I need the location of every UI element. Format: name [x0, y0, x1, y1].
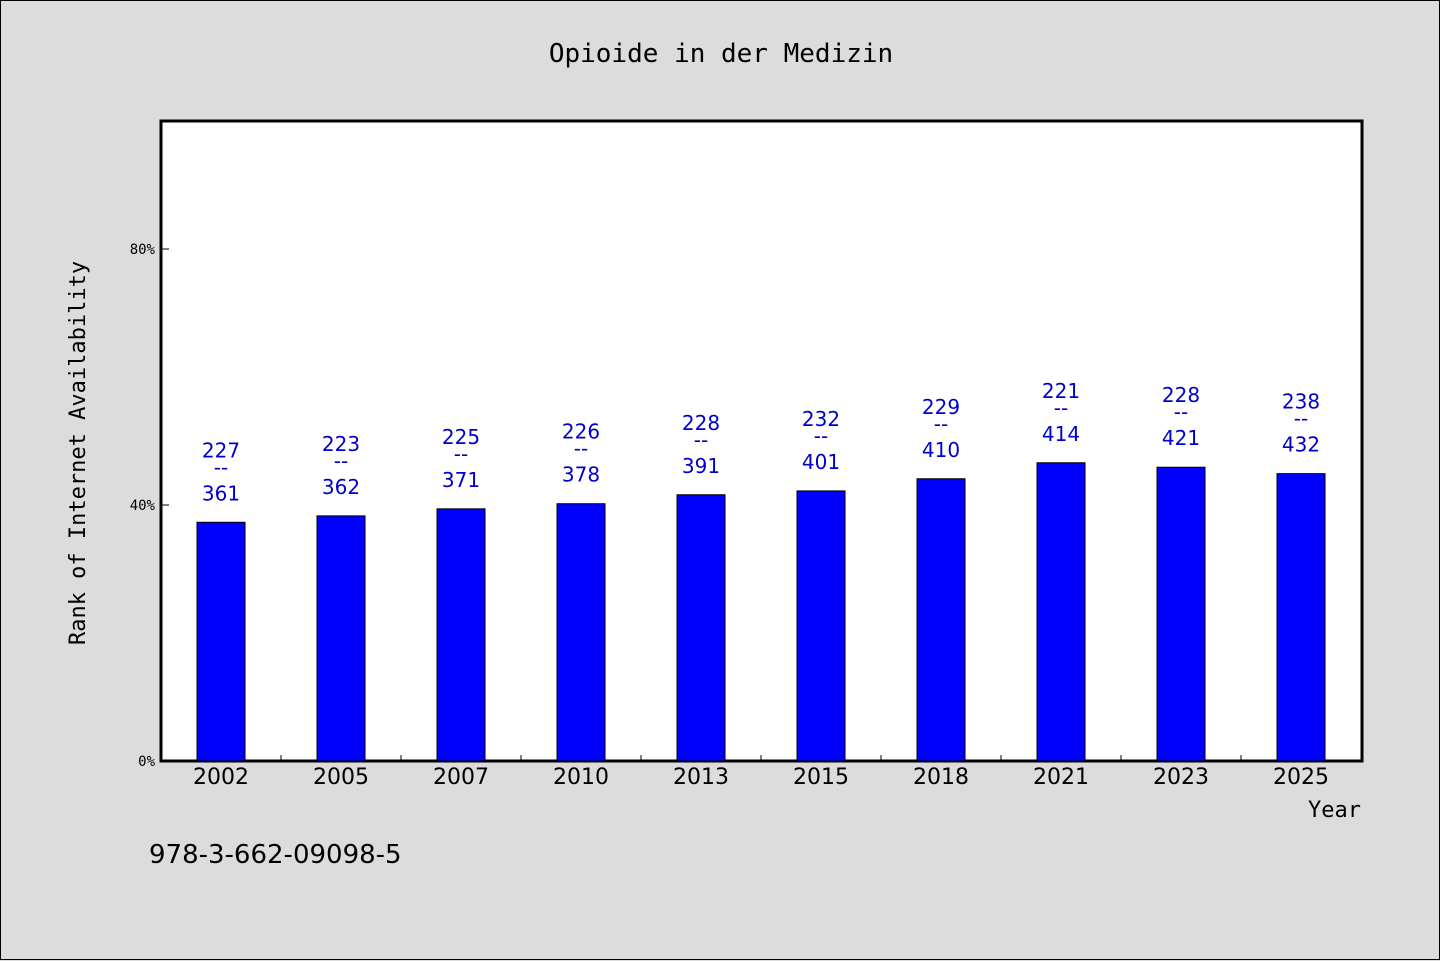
bar-label-separator-2018: -- [934, 412, 948, 436]
bar-label-separator-2005: -- [334, 449, 348, 473]
y-tick-label: 0% [138, 754, 155, 770]
x-axis-label: Year [1308, 798, 1361, 823]
bar-label-separator-2023: -- [1174, 400, 1188, 424]
bar-label-bottom-2025: 432 [1282, 433, 1320, 457]
x-tick-label-2015: 2015 [793, 765, 849, 790]
bar-2007 [436, 508, 486, 762]
bar-label-separator-2002: -- [214, 455, 228, 479]
x-tick-label-2021: 2021 [1033, 765, 1089, 790]
y-axis-label: Rank of Internet Availability [66, 261, 91, 645]
bar-label-bottom-2002: 361 [202, 481, 240, 505]
x-tick-label-2013: 2013 [673, 765, 729, 790]
bar-label-separator-2010: -- [574, 437, 588, 461]
y-tick-label: 40% [130, 498, 156, 514]
bar-2018 [916, 478, 966, 762]
bar-label-top-2002: 227 [202, 438, 240, 462]
bar-2025 [1276, 473, 1326, 762]
bar-label-top-2007: 225 [442, 425, 480, 449]
bar-label-bottom-2015: 401 [802, 450, 840, 474]
bar-label-bottom-2018: 410 [922, 438, 960, 462]
bar-2021 [1036, 462, 1086, 762]
bar-label-separator-2025: -- [1294, 407, 1308, 431]
bar-label-separator-2007: -- [454, 442, 468, 466]
bar-2010 [556, 503, 606, 762]
x-tick-label-2010: 2010 [553, 765, 609, 790]
x-tick-label-2025: 2025 [1273, 765, 1329, 790]
x-tick-label-2007: 2007 [433, 765, 489, 790]
bar-label-top-2021: 221 [1042, 379, 1080, 403]
bar-label-bottom-2007: 371 [442, 468, 480, 492]
bar-label-separator-2013: -- [694, 428, 708, 452]
bar-label-bottom-2023: 421 [1162, 426, 1200, 450]
bar-label-top-2018: 229 [922, 395, 960, 419]
bar-label-bottom-2021: 414 [1042, 422, 1080, 446]
bar-label-top-2005: 223 [322, 432, 360, 456]
bar-label-top-2010: 226 [562, 420, 600, 444]
bar-label-bottom-2010: 378 [562, 463, 600, 487]
bar-label-bottom-2005: 362 [322, 475, 360, 499]
y-axis-ticks: 0% 40% 80% [130, 242, 169, 770]
bar-labels-group: 227--361223--362225--371226--378228--391… [202, 379, 1320, 506]
x-tick-label-2002: 2002 [193, 765, 249, 790]
bar-2013 [676, 494, 726, 762]
x-tick-label-2005: 2005 [313, 765, 369, 790]
x-tick-label-2018: 2018 [913, 765, 969, 790]
bar-label-separator-2015: -- [814, 424, 828, 448]
bar-label-top-2023: 228 [1162, 383, 1200, 407]
chart-title: Opioide in der Medizin [549, 39, 893, 69]
bar-2015 [796, 490, 846, 762]
bar-2023 [1156, 466, 1206, 762]
bar-label-bottom-2013: 391 [682, 454, 720, 478]
bar-2005 [316, 515, 366, 762]
bar-2002 [196, 521, 246, 762]
x-axis-ticks: 2002 2005 2007 2010 2013 2015 2018 2021 2023 2025 [193, 755, 1329, 790]
bar-label-top-2013: 228 [682, 411, 720, 435]
x-tick-label-2023: 2023 [1153, 765, 1209, 790]
bar-label-separator-2021: -- [1054, 396, 1068, 420]
bar-label-top-2015: 232 [802, 407, 840, 431]
y-tick-label: 80% [130, 242, 156, 258]
bars-group [196, 462, 1326, 762]
isbn-text: 978-3-662-09098-5 [149, 840, 402, 870]
bar-label-top-2025: 238 [1282, 390, 1320, 414]
